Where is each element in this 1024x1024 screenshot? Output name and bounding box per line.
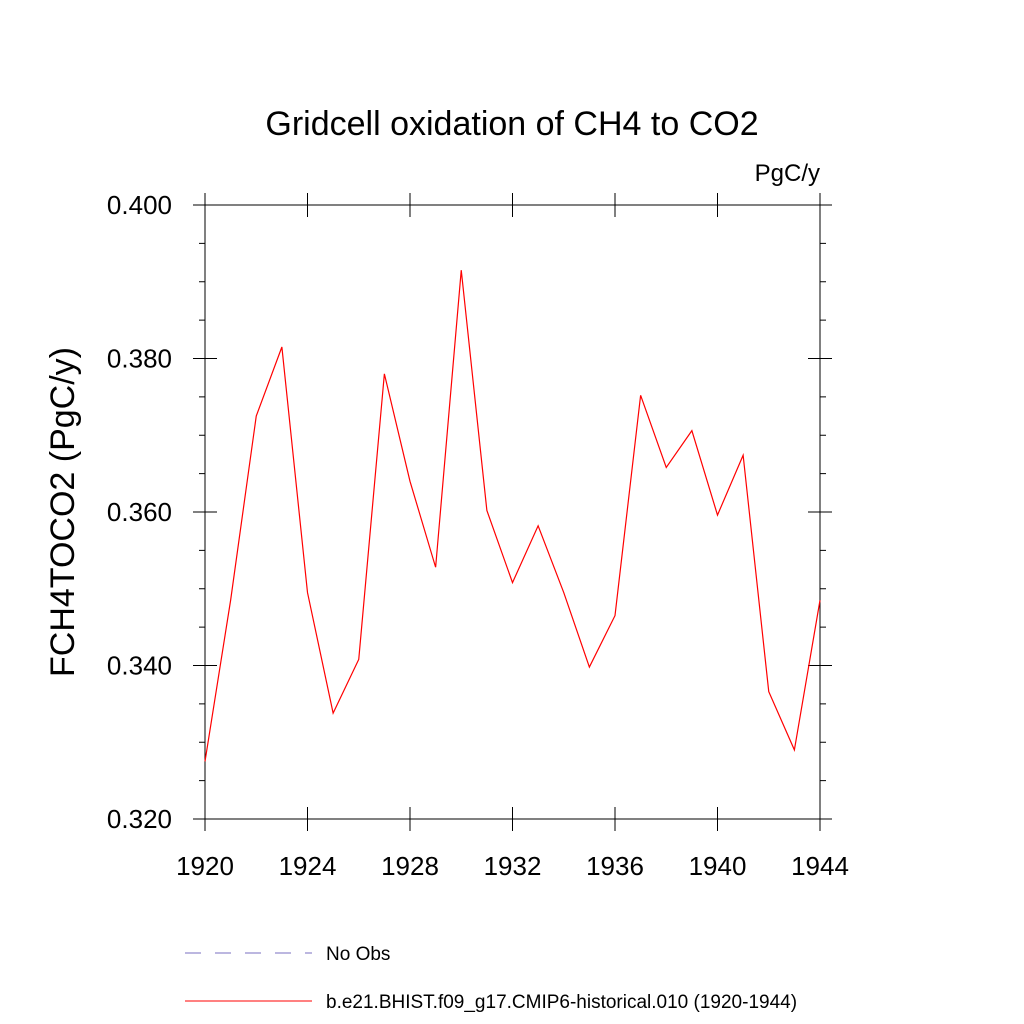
chart-title: Gridcell oxidation of CH4 to CO2 (265, 105, 758, 143)
chart-units: PgC/y (755, 160, 820, 187)
legend-label: No Obs (326, 944, 390, 965)
plot-frame (204, 204, 821, 820)
y-tick-label: 0.360 (107, 497, 172, 527)
x-tick-label: 1940 (689, 851, 747, 881)
x-tick-label: 1928 (381, 851, 439, 881)
x-tick-label: 1924 (279, 851, 337, 881)
series-lines (204, 270, 821, 762)
y-tick-label: 0.380 (107, 344, 172, 374)
y-tick-label: 0.340 (107, 651, 172, 681)
y-tick-label: 0.400 (107, 190, 172, 220)
ticks (193, 193, 832, 831)
y-axis-label: FCH4TOCO2 (PgC/y) (44, 347, 82, 677)
legend: No Obs b.e21.BHIST.f09_g17.CMIP6-historic… (185, 944, 797, 1013)
x-tick-label: 1936 (586, 851, 644, 881)
x-tick-label: 1932 (484, 851, 542, 881)
series-line (204, 270, 821, 762)
axes (204, 204, 821, 820)
tick-labels: 1920 1924 1928 1932 1936 1940 1944 0.320 0.340 0.… (107, 190, 849, 881)
x-tick-label: 1944 (791, 851, 849, 881)
y-tick-label: 0.320 (107, 804, 172, 834)
legend-label: b.e21.BHIST.f09_g17.CMIP6-historical.010… (326, 992, 797, 1013)
x-tick-label: 1920 (176, 851, 234, 881)
